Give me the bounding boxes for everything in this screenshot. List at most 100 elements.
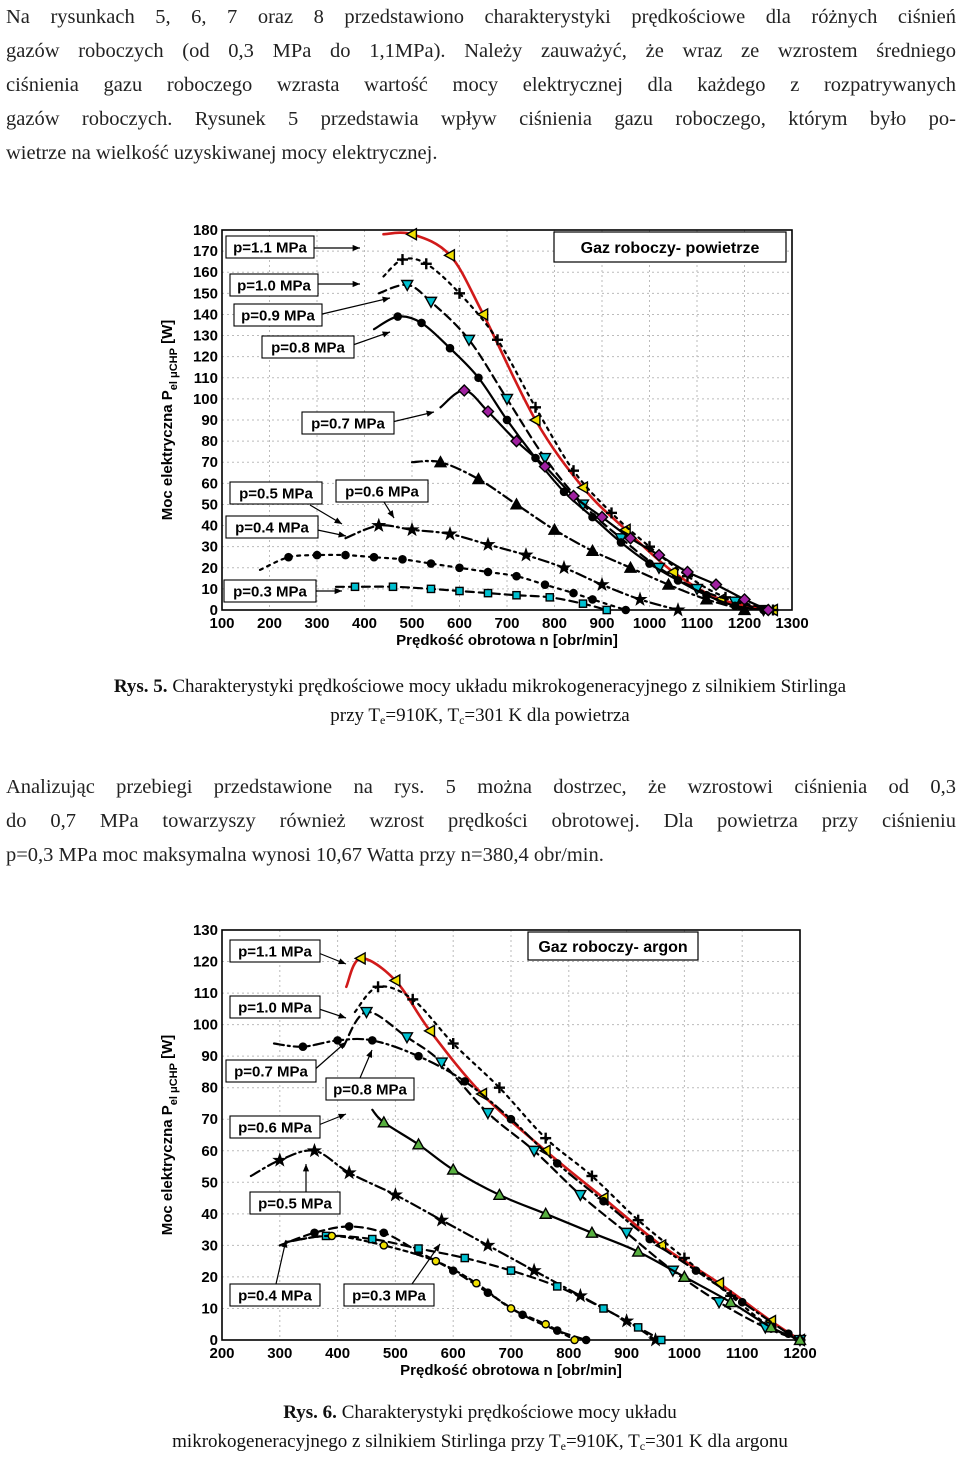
- text-line: ciśnienia gazu roboczego wzrasta wartość…: [6, 74, 956, 96]
- data-point: [367, 1036, 377, 1045]
- data-point: [530, 401, 541, 413]
- data-point: [585, 1225, 599, 1238]
- text-line: Na rysunkach 5, 6, 7 oraz 8 przedstawion…: [6, 6, 956, 28]
- data-point: [387, 1186, 403, 1202]
- label-arrowhead: [382, 296, 390, 303]
- data-point: [527, 1145, 541, 1158]
- data-point: [400, 279, 414, 292]
- label-arrowhead: [334, 587, 342, 595]
- data-point: [691, 1266, 701, 1275]
- data-point: [312, 550, 322, 560]
- data-point: [480, 1237, 496, 1252]
- x-tick-label: 1000: [633, 615, 666, 632]
- series-label: p=0.3 MPa: [223, 579, 342, 603]
- data-point: [423, 1024, 436, 1038]
- data-point: [426, 559, 436, 568]
- x-tick-label: 1100: [726, 1345, 759, 1362]
- series-label-text: p=0.7 MPa: [234, 1064, 308, 1081]
- series-label: p=0.9 MPa: [233, 296, 391, 327]
- y-tick-label: 50: [201, 1174, 218, 1191]
- label-arrowhead: [338, 1012, 346, 1019]
- x-tick-label: 700: [498, 1345, 523, 1362]
- x-tick-label: 900: [589, 615, 614, 632]
- data-point: [578, 599, 588, 608]
- y-axis-label-sub: el μCHP: [168, 348, 180, 390]
- caption-sub: e: [380, 713, 386, 727]
- figure-label: Rys. 6.: [283, 1402, 337, 1423]
- x-tick-label: 100: [209, 615, 234, 632]
- data-point: [472, 1278, 481, 1288]
- y-tick-label: 0: [210, 602, 218, 619]
- series-label-text: p=0.6 MPa: [238, 1120, 312, 1137]
- data-point: [460, 1077, 470, 1086]
- data-point: [538, 1206, 553, 1219]
- data-point: [552, 1282, 562, 1291]
- data-point: [397, 254, 408, 266]
- data-point: [645, 559, 654, 568]
- data-point: [480, 536, 496, 551]
- data-point: [388, 973, 401, 988]
- label-box: [233, 303, 323, 327]
- data-point: [540, 580, 550, 589]
- data-point: [359, 1006, 374, 1019]
- data-point: [306, 1142, 322, 1158]
- label-box: [229, 1283, 321, 1307]
- data-point: [372, 981, 384, 993]
- data-point: [460, 1253, 470, 1263]
- y-axis-label: Moc elektryczna Pel μCHP [W]: [159, 1035, 180, 1236]
- x-tick-label: 200: [209, 1345, 234, 1362]
- label-box: [223, 579, 317, 603]
- label-arrowhead: [334, 517, 342, 524]
- figure-label: Rys. 5.: [113, 676, 168, 697]
- paragraph-intro: Na rysunkach 5, 6, 7 oraz 8 przedstawion…: [6, 0, 956, 170]
- y-axis-label: Moc elektryczna Pel μCHP [W]: [159, 320, 180, 521]
- label-arrowhead: [426, 410, 434, 417]
- data-point: [379, 1228, 389, 1238]
- data-point: [474, 373, 483, 383]
- data-point: [350, 582, 360, 592]
- series-label: p=1.0 MPa: [229, 273, 360, 297]
- data-point: [506, 1114, 516, 1124]
- data-point: [570, 1335, 579, 1345]
- data-point: [476, 307, 489, 322]
- caption-sub: e: [560, 1439, 566, 1453]
- series-label-text: p=0.8 MPa: [333, 1082, 407, 1099]
- y-tick-label: 30: [201, 1237, 218, 1254]
- data-point: [492, 334, 503, 346]
- data-point: [569, 588, 578, 598]
- series-line: [278, 1225, 588, 1342]
- series-line: [342, 1010, 802, 1342]
- data-point: [568, 465, 579, 477]
- data-point: [341, 1164, 357, 1180]
- series-p-0-7-mpa: [439, 383, 775, 617]
- data-point: [341, 550, 350, 560]
- data-point: [492, 1187, 507, 1201]
- data-point: [737, 1297, 747, 1307]
- label-box: [249, 1191, 341, 1215]
- data-point: [737, 603, 752, 616]
- data-point: [699, 592, 714, 605]
- label-box: [229, 273, 319, 297]
- series-label: p=1.1 MPa: [225, 235, 360, 259]
- y-axis-label-main: Moc elektryczna P: [159, 1105, 176, 1235]
- data-point: [400, 1032, 414, 1045]
- x-tick-label: 200: [257, 615, 282, 632]
- plot-frame: [221, 229, 793, 611]
- data-point: [681, 565, 694, 579]
- x-tick-label: 900: [614, 1345, 639, 1362]
- series-label-text: p=0.6 MPa: [345, 484, 419, 501]
- series-label: p=0.5 MPa: [249, 1164, 341, 1215]
- data-point: [606, 507, 617, 519]
- label-arrowhead: [338, 531, 346, 538]
- x-tick-label: 1000: [668, 1345, 701, 1362]
- caption-text: =910K, T: [385, 705, 460, 726]
- series-label: p=0.7 MPa: [301, 410, 435, 435]
- label-box: [261, 335, 355, 359]
- y-tick-label: 10: [201, 581, 218, 598]
- data-point: [552, 1159, 562, 1168]
- series-line: [344, 524, 680, 612]
- series-label: p=0.4 MPa: [229, 1239, 321, 1307]
- data-point: [344, 1222, 354, 1231]
- series-line: [410, 459, 746, 612]
- data-point: [588, 512, 597, 522]
